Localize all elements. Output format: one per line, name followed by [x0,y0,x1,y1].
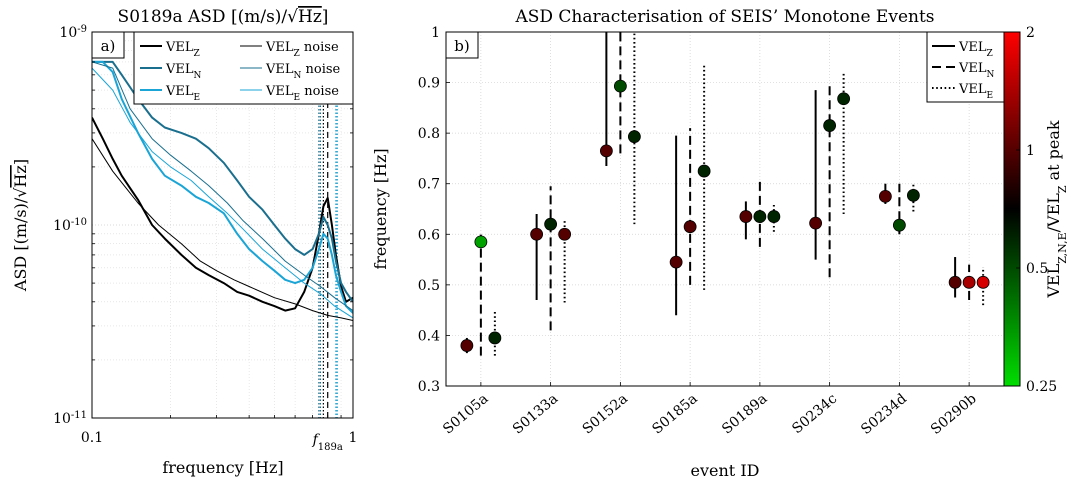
y-tick-label: 0.9 [418,76,440,92]
x-tick-label-s0234c: S0234c [789,391,840,437]
point-e-s0290b [977,276,989,288]
point-z-s0152a [600,145,612,157]
colorbar-tick-label: 2 [1026,25,1035,41]
panel-a-tag: a) [92,32,124,58]
point-e-s0133a [559,228,571,240]
panel-b-x-axis-label: event ID [691,461,760,480]
colorbar-tick-label: 1 [1026,143,1035,159]
point-e-s0105a [489,332,501,344]
y-tick-label: 0.4 [418,328,440,344]
point-z-s0234c [810,217,822,229]
point-n-s0152a [614,80,626,92]
panel-b-tag-text: b) [454,37,469,55]
panel-a: S0189a ASD [(m/s)/√Hz] 10-11 10-10 10-9 0.1… [11,7,357,477]
panel-b-frame [446,32,1004,386]
y-tick-label: 0.3 [418,379,440,395]
y-tick-label: 1 [431,25,440,41]
y-tick-label: 10-10 [53,217,87,235]
point-n-s0105a [475,236,487,248]
point-e-s0234c [838,93,850,105]
point-n-s0185a [684,221,696,233]
point-z-s0290b [949,276,961,288]
x-tick-label-s0185a: S0185a [649,391,700,438]
x-tick-label-s0152a: S0152a [580,391,631,438]
point-e-s0234d [907,189,919,201]
colorbar-tick-label: 0.25 [1026,379,1057,395]
point-n-s0290b [963,276,975,288]
point-z-s0234d [879,190,891,202]
x-tick-label-s0234d: S0234d [858,391,910,438]
x-tick-label-f189a: f189a [312,432,343,453]
panel-b: ASD Characterisation of SEIS’ Monotone E… [371,7,1067,480]
point-z-s0185a [670,256,682,268]
series-z-noise-line [92,139,353,321]
point-n-s0234c [824,120,836,132]
y-tick-label: 0.5 [418,278,440,294]
x-tick-label-s0133a: S0133a [510,391,561,438]
y-tick-label: 10-9 [59,24,87,42]
x-tick-label-s0105a: S0105a [440,391,491,438]
x-tick-label: 1 [349,430,358,446]
y-tick-label: 0.6 [418,227,440,243]
panel-b-title: ASD Characterisation of SEIS’ Monotone E… [514,7,934,27]
point-n-s0234d [893,219,905,231]
y-tick-label: 0.7 [418,177,440,193]
point-n-s0189a [754,211,766,223]
y-tick-label: 0.8 [418,126,440,142]
panel-b-tag: b) [446,32,478,58]
point-e-s0189a [768,211,780,223]
x-tick-label-s0290b: S0290b [928,391,980,438]
panel-a-y-axis-label: ASD [(m/s)/√Hz] [11,159,30,292]
point-e-s0152a [628,131,640,143]
panel-b-ranges [467,32,983,356]
point-e-s0185a [698,165,710,177]
series-e-noise-line [92,68,353,318]
y-tick-label: 10-11 [53,410,87,428]
colorbar-label: VELZ,N,E/VELZ at peak [1044,120,1067,299]
colorbar-gradient [1004,32,1020,386]
panel-b-ticks: 0.3 0.4 0.5 0.6 0.7 0.8 0.9 1 S0105a S0133a S0152a… [418,25,980,438]
panel-a-x-axis-label: frequency [Hz] [162,458,283,477]
panel-b-points [461,80,989,351]
point-z-s0189a [740,211,752,223]
panel-b-y-axis-label: frequency [Hz] [371,148,390,269]
panel-a-title: S0189a ASD [(m/s)/√Hz] [118,7,329,27]
x-tick-label-s0189a: S0189a [719,391,770,438]
x-tick-label: 0.1 [81,430,103,446]
panel-b-grid [446,32,1004,386]
point-z-s0133a [531,228,543,240]
point-n-s0133a [545,218,557,230]
point-z-s0105a [461,340,473,352]
panel-a-tag-text: a) [101,37,116,55]
